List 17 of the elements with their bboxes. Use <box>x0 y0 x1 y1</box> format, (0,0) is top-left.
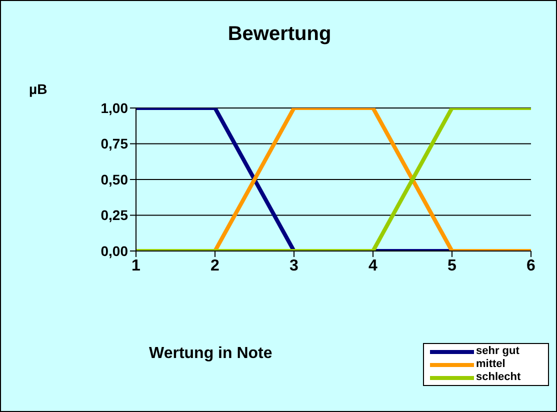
y-tick-label: 0,75 <box>100 136 128 152</box>
legend-label: sehr gut <box>476 345 520 358</box>
y-tick-label: 1,00 <box>100 100 128 116</box>
chart-title: Bewertung <box>226 23 332 46</box>
y-axis-title: µB <box>29 81 48 97</box>
x-tick-label: 1 <box>132 257 141 274</box>
x-axis-title: Wertung in Note <box>149 345 272 363</box>
y-tick-label: 0,50 <box>100 171 128 188</box>
x-tick-label: 3 <box>290 257 299 274</box>
x-tick-label: 2 <box>210 257 220 274</box>
x-tick-label: 5 <box>448 257 457 274</box>
legend-label: mittel <box>476 358 506 371</box>
y-tick-label: 0,25 <box>100 207 128 224</box>
x-tick-label: 6 <box>526 257 536 274</box>
legend-label: schlecht <box>476 371 521 384</box>
y-tick-label: 0,00 <box>100 242 128 259</box>
x-tick-label: 4 <box>368 257 378 274</box>
